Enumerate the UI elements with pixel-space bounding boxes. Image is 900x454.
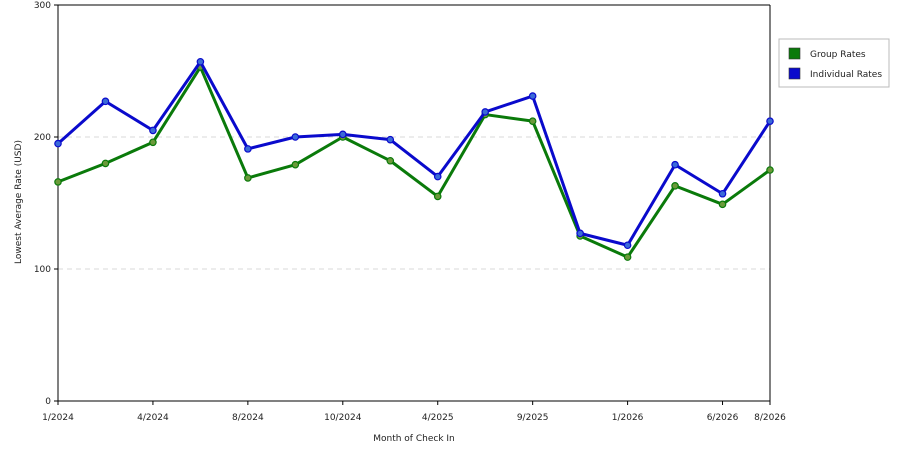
data-point — [766, 166, 774, 174]
tick-labels: 0 100 200 300 1/2024 4/2024 8/2024 10/2024 4/202… — [34, 1, 786, 423]
legend-label: Individual Rates — [810, 70, 882, 80]
data-point — [528, 117, 537, 125]
legend-swatch — [788, 47, 801, 60]
data-point — [149, 126, 157, 135]
y-tick-label: 300 — [34, 1, 51, 11]
x-tick-label: 9/2025 — [517, 413, 549, 423]
data-point — [54, 178, 62, 186]
data-point — [671, 182, 679, 190]
x-tick-label: 10/2024 — [324, 413, 362, 423]
x-axis-title: Month of Check In — [373, 434, 455, 444]
legend-swatch — [788, 67, 801, 80]
data-point — [101, 159, 110, 168]
series-line-individual-rates — [57, 60, 772, 247]
y-tick-label: 200 — [34, 133, 51, 143]
data-point — [244, 145, 252, 153]
axes — [54, 4, 771, 405]
x-tick-label: 4/2024 — [137, 413, 169, 423]
data-point — [386, 156, 395, 165]
y-axis-title: Lowest Average Rate (USD) — [14, 140, 24, 264]
series-line-group-rates — [57, 65, 771, 259]
series-lines — [54, 57, 774, 261]
data-point — [481, 108, 490, 116]
data-point — [623, 241, 632, 250]
legend-label: Group Rates — [810, 50, 866, 60]
data-point — [291, 160, 300, 169]
legend: Group Rates Individual Rates — [778, 38, 890, 88]
data-point — [671, 160, 679, 169]
data-point — [623, 253, 632, 261]
y-tick-label: 100 — [34, 265, 51, 275]
x-tick-label: 1/2026 — [612, 413, 644, 423]
grid-lines — [58, 136, 770, 270]
y-tick-label: 0 — [45, 397, 51, 407]
data-point — [386, 135, 395, 144]
data-point — [54, 139, 62, 148]
data-point — [149, 138, 157, 147]
data-point — [718, 200, 727, 209]
x-tick-label: 8/2026 — [754, 413, 786, 423]
data-point — [433, 192, 442, 201]
x-tick-label: 1/2024 — [42, 413, 74, 423]
data-point — [101, 97, 110, 106]
data-point — [766, 117, 774, 125]
data-point — [528, 92, 537, 100]
data-point — [576, 229, 584, 238]
data-point — [291, 133, 300, 141]
data-point — [244, 174, 252, 182]
x-tick-label: 4/2025 — [422, 413, 454, 423]
data-point — [196, 57, 205, 66]
x-tick-label: 8/2024 — [232, 413, 264, 423]
data-point — [338, 130, 347, 139]
data-point — [433, 172, 442, 181]
data-point — [718, 189, 727, 198]
x-tick-label: 6/2026 — [707, 413, 739, 423]
